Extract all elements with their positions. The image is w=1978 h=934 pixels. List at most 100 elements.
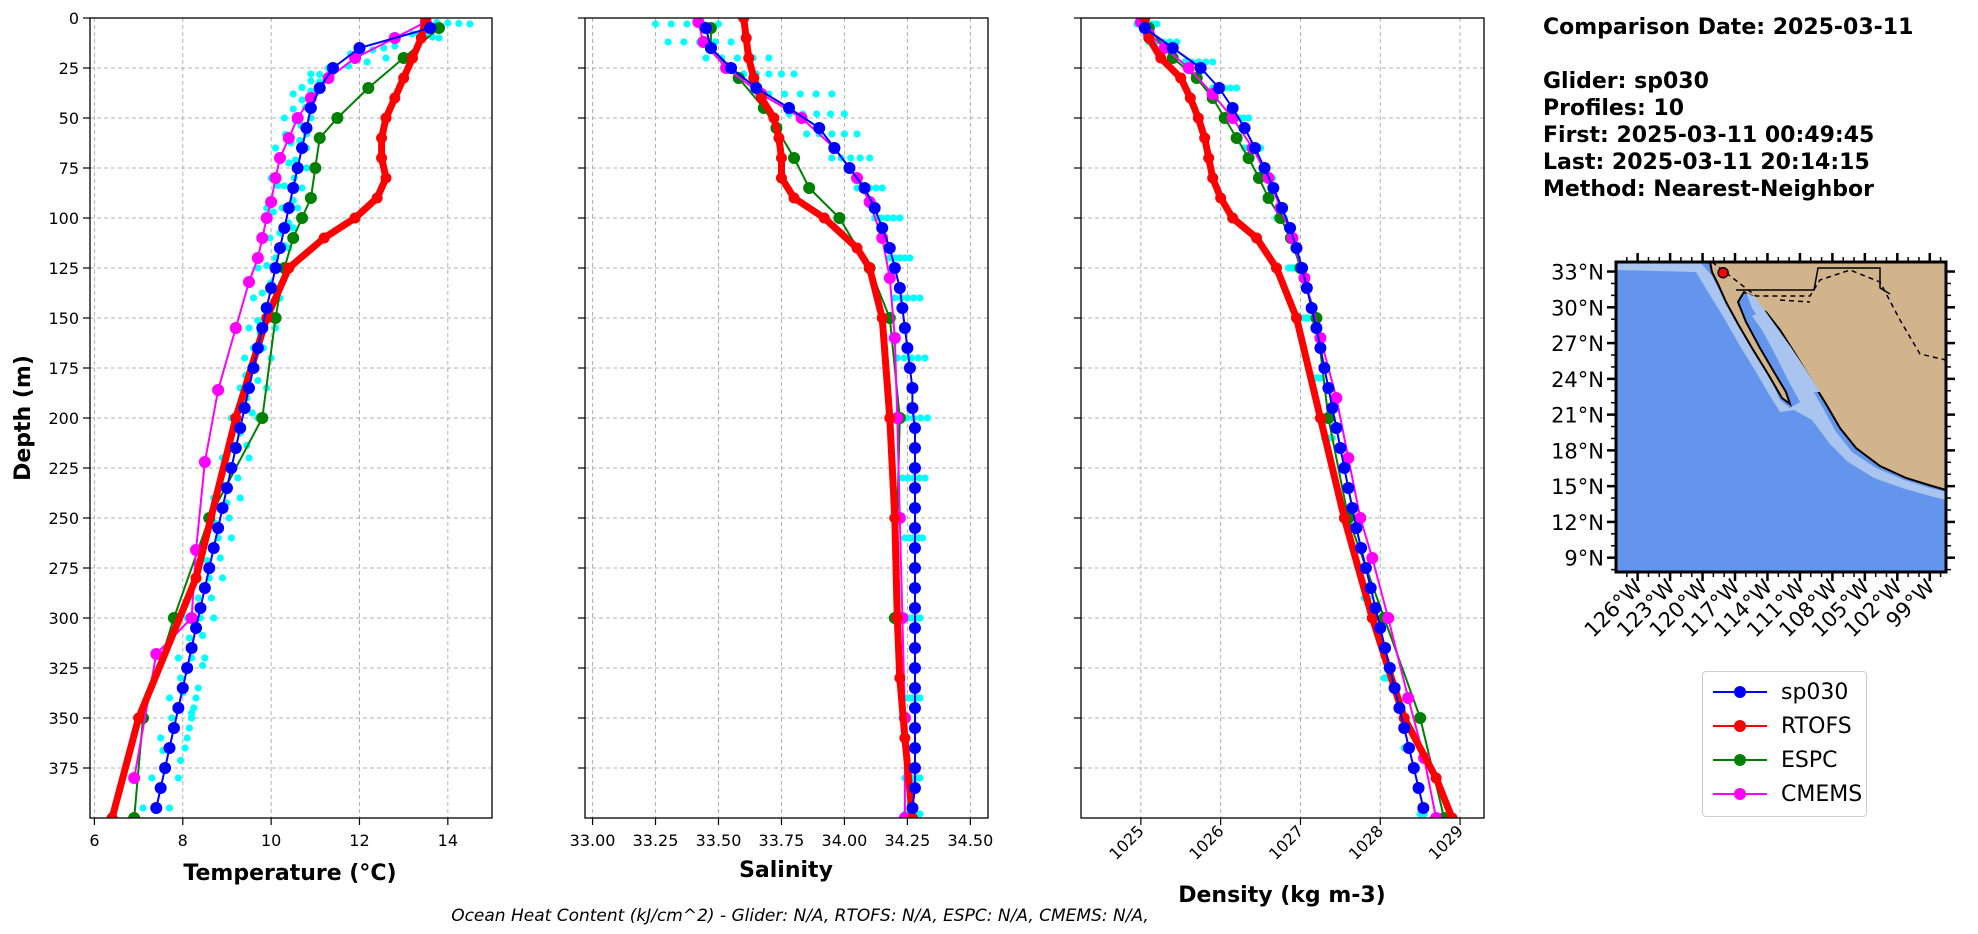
series-point-sp030	[704, 42, 717, 54]
series-point-espc	[1230, 132, 1243, 144]
map-lat-label: 18°N	[1551, 439, 1604, 463]
raw-glider-point	[225, 514, 233, 522]
series-point-sp030	[1407, 762, 1420, 774]
map-lat-label: 15°N	[1551, 475, 1604, 499]
raw-glider-point	[289, 224, 297, 232]
raw-glider-point	[828, 154, 836, 162]
series-point-sp030	[908, 502, 921, 514]
series-point-sp030	[247, 362, 260, 374]
raw-glider-point	[1227, 84, 1235, 92]
series-point-sp030	[908, 782, 921, 794]
series-point-sp030	[1355, 542, 1368, 554]
series-point-sp030	[908, 682, 921, 694]
series-point-sp030	[167, 722, 180, 734]
raw-glider-point	[733, 54, 741, 62]
series-line-espc	[133, 27, 440, 818]
raw-glider-point	[254, 376, 262, 385]
raw-glider-point	[796, 90, 804, 98]
series-point-sp030	[906, 382, 919, 394]
series-point-rtofs	[876, 312, 888, 324]
series-point-sp030	[181, 662, 194, 674]
series-point-rtofs	[773, 132, 785, 144]
raw-glider-point	[148, 774, 156, 782]
raw-glider-point	[466, 20, 474, 28]
series-point-rtofs	[738, 18, 750, 24]
raw-glider-point	[190, 704, 198, 712]
series-point-sp030	[269, 262, 282, 274]
series-point-espc	[1262, 192, 1275, 204]
series-point-sp030	[1284, 222, 1297, 234]
raw-glider-point	[683, 20, 691, 28]
raw-glider-point	[828, 130, 836, 138]
series-point-sp030	[906, 402, 919, 414]
series-point-sp030	[1138, 22, 1151, 34]
series-point-rtofs	[1175, 72, 1187, 84]
raw-glider-point	[790, 70, 798, 78]
raw-glider-point	[199, 631, 207, 640]
series-point-rtofs	[1215, 192, 1227, 204]
series-point-sp030	[908, 422, 921, 434]
series-point-rtofs	[884, 412, 896, 424]
raw-glider-point	[1244, 114, 1253, 122]
series-point-sp030	[908, 742, 921, 754]
series-point-rtofs	[775, 152, 787, 164]
series-point-cmems	[229, 322, 242, 334]
map-lat-label: 27°N	[1551, 332, 1604, 356]
map-lat-label: 9°N	[1564, 547, 1604, 571]
series-point-sp030	[896, 302, 909, 314]
raw-glider-point	[803, 130, 811, 138]
series-point-rtofs	[415, 32, 427, 44]
series-point-sp030	[1350, 522, 1363, 534]
raw-glider-point	[812, 90, 820, 98]
raw-glider-point	[174, 654, 182, 662]
series-point-sp030	[1326, 402, 1339, 414]
series-point-sp030	[176, 682, 189, 694]
x-tick-label: 1026	[1185, 821, 1227, 863]
raw-glider-point	[847, 154, 855, 162]
series-point-sp030	[901, 342, 914, 354]
series-point-sp030	[1314, 342, 1327, 354]
raw-glider-point	[176, 756, 185, 765]
series-point-cmems	[128, 772, 141, 784]
raw-glider-point	[903, 294, 912, 302]
raw-glider-point	[245, 454, 253, 462]
series-point-rtofs	[1184, 92, 1196, 104]
series-point-espc	[287, 232, 300, 244]
series-point-sp030	[750, 82, 763, 94]
series-point-sp030	[313, 82, 326, 94]
raw-glider-point	[444, 19, 452, 27]
legend-label: ESPC	[1781, 748, 1838, 773]
raw-glider-point	[183, 734, 191, 742]
raw-glider-point	[1380, 674, 1388, 682]
series-point-sp030	[1296, 262, 1309, 274]
series-point-sp030	[1290, 242, 1303, 254]
x-tick-label: 1029	[1425, 821, 1467, 863]
series-point-sp030	[172, 702, 185, 714]
raw-glider-point	[218, 574, 227, 582]
raw-glider-point	[781, 90, 789, 98]
raw-glider-point	[667, 20, 675, 28]
series-point-sp030	[908, 582, 921, 594]
raw-glider-point	[915, 474, 923, 482]
series-point-sp030	[353, 42, 366, 54]
series-point-sp030	[1267, 182, 1280, 194]
series-point-sp030	[1338, 462, 1351, 474]
series-point-rtofs	[1203, 152, 1215, 164]
raw-glider-point	[765, 54, 773, 62]
series-point-sp030	[287, 182, 300, 194]
series-point-cmems	[1430, 812, 1443, 818]
series-point-cmems	[282, 132, 295, 144]
series-point-rtofs	[1290, 312, 1302, 324]
x-tick-label: 33.50	[696, 831, 742, 850]
legend-label: sp030	[1781, 680, 1849, 705]
series-line-espc	[709, 27, 911, 818]
series-point-rtofs	[1314, 412, 1326, 424]
series-point-sp030	[1388, 682, 1401, 694]
raw-glider-point	[914, 354, 922, 362]
raw-glider-point	[236, 494, 244, 502]
raw-glider-point	[1284, 264, 1293, 272]
y-tick-label: 25	[59, 59, 79, 78]
series-point-sp030	[291, 162, 304, 174]
series-point-espc	[128, 812, 141, 818]
series-point-rtofs	[740, 32, 752, 44]
